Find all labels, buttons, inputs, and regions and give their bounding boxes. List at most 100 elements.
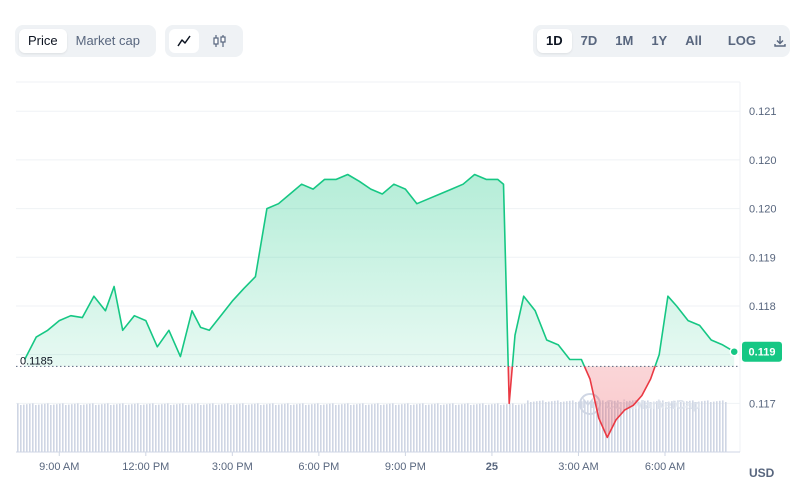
volume-bar [416,404,418,452]
volume-bar [23,404,25,452]
volume-bar [389,403,391,452]
tab-price[interactable]: Price [19,29,67,53]
volume-bar [167,403,169,452]
volume-bar [449,403,451,452]
volume-bar [368,404,370,452]
volume-bar [419,403,421,452]
tab-market-cap[interactable]: Market cap [75,33,140,48]
volume-bar [359,403,361,452]
volume-bar [596,401,598,452]
range-1d[interactable]: 1D [537,29,572,53]
volume-bar [257,403,259,452]
volume-bar [269,403,271,452]
volume-bar [83,404,85,452]
volume-bar [563,401,565,452]
volume-bar [692,400,694,452]
volume-bar [542,400,544,452]
volume-bar [659,400,661,452]
x-axis: 9:00 AM 12:00 PM 3:00 PM 6:00 PM 9:00 PM 25 3:… [39,452,685,473]
volume-bar [641,401,643,452]
volume-bar [353,404,355,452]
volume-bar [161,404,163,452]
volume-bar [464,403,466,452]
range-1m[interactable]: 1M [615,33,634,48]
volume-bar [698,401,700,452]
volume-bar [473,404,475,452]
volume-bar [116,404,118,452]
chart-type-switch [165,25,243,57]
volume-bar [713,401,715,452]
volume-bar [425,405,427,452]
volume-bar [701,401,703,452]
volume-bar [593,401,595,452]
volume-bar [644,400,646,452]
volume-bar [470,405,472,452]
volume-bar [554,400,556,452]
volume-bar [548,401,550,452]
volume-bar [485,405,487,452]
volume-bar [575,402,577,452]
volume-bar [386,404,388,452]
volume-bar [530,402,532,452]
range-7d[interactable]: 7D [580,33,598,48]
volume-bar [74,403,76,452]
volume-bar [638,401,640,452]
volume-bar [443,404,445,452]
current-price-dot [729,346,739,357]
volume-bar [341,404,343,452]
x-tick-label: 3:00 PM [212,461,253,473]
volume-bar [95,405,97,452]
volume-bar [92,403,94,452]
area-fill-up [24,174,735,367]
volume-bar [233,404,235,452]
range-1y[interactable]: 1Y [651,33,668,48]
volume-bar [110,405,112,452]
volume-bar [53,404,55,452]
range-tabs: 1D 7D 1M 1Y All LOG [533,25,790,57]
volume-bar [182,403,184,452]
volume-bar [164,403,166,452]
volume-bar [647,400,649,452]
volume-bar [707,400,709,452]
line-chart-icon[interactable] [169,29,199,53]
volume-bar [299,403,301,452]
candlestick-icon[interactable] [205,29,235,53]
volume-bar [431,404,433,452]
volume-bar [254,403,256,452]
volume-bar [44,403,46,452]
volume-bar [155,405,157,452]
volume-bar [617,400,619,452]
volume-bar [404,403,406,452]
volume-bar [536,401,538,452]
volume-bar [689,400,691,452]
volume-bar [125,405,127,452]
volume-bar [323,404,325,452]
volume-bar [134,403,136,452]
baseline-label: 0.1185 [20,355,53,367]
volume-bar [47,403,49,452]
volume-bar [335,405,337,452]
volume-bar [551,401,553,452]
volume-bar [383,404,385,452]
volume-bar [572,400,574,452]
log-scale-button[interactable]: LOG [727,33,757,48]
current-price-marker: 0.119 [729,341,782,362]
range-all[interactable]: All [685,33,702,48]
volume-bar [371,404,373,452]
y-tick-label: 0.120 [749,155,777,167]
volume-bar [374,403,376,452]
y-tick-label: 0.120 [749,204,777,216]
x-tick-label: 3:00 AM [558,461,598,473]
volume-bar [380,405,382,452]
volume-bar [143,404,145,452]
volume-bar [71,404,73,452]
download-icon[interactable] [773,29,787,53]
volume-bar [152,403,154,452]
volume-bar [677,400,679,452]
volume-bar [26,404,28,452]
volume-bar [413,404,415,452]
volume-bar [80,405,82,452]
volume-bar [467,403,469,452]
volume-bar [296,404,298,452]
